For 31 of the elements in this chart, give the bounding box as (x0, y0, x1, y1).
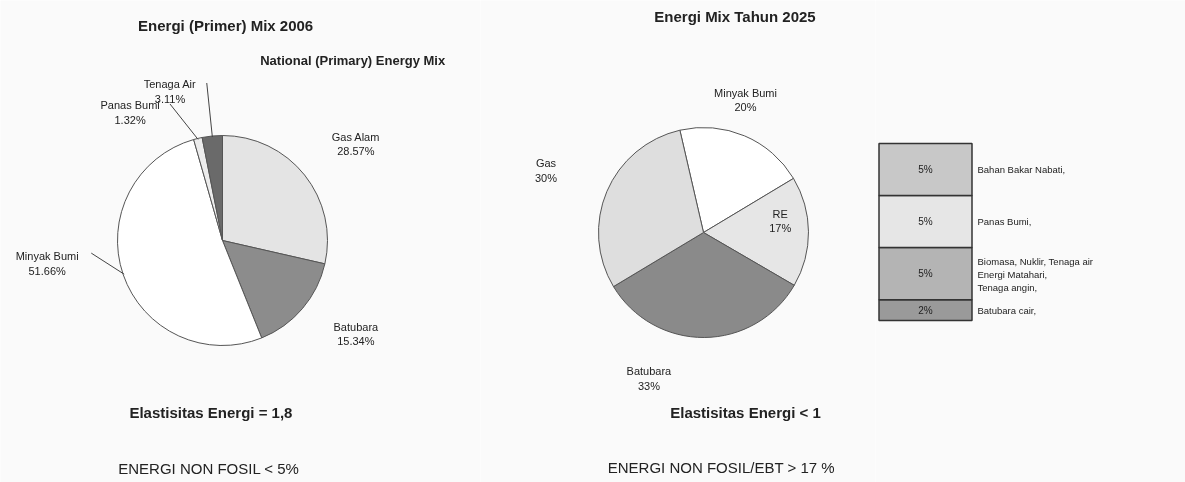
chart-subtitle: National (Primary) Energy Mix (260, 53, 446, 69)
slice-label: Gas Alam (331, 130, 380, 143)
series-label: Bahan Bakar Nabati, (977, 164, 1066, 176)
slice-label: Batubara (626, 365, 673, 378)
data-label: 20% (734, 101, 757, 114)
data-label: 1.32% (114, 113, 146, 126)
data-label: 51.66% (28, 264, 67, 277)
slice-label: Minyak Bumi (15, 250, 79, 263)
slice-label: Batubara (333, 320, 380, 333)
text: ENERGI NON FOSIL < 5% (118, 459, 299, 477)
data-label: 5% (918, 268, 933, 280)
data-label: 5% (918, 164, 933, 176)
series-label: Batubara cair, (977, 304, 1037, 316)
text: Elastisitas Energi = 1,8 (129, 404, 293, 422)
data-label: 33% (637, 379, 661, 392)
data-label: 15.34% (337, 335, 375, 348)
data-label: 5% (918, 216, 933, 228)
series-label: Biomasa, Nuklir, Tenaga air Energi Matahari, Tenaga angin, (977, 255, 1093, 294)
slice-label: Gas (535, 157, 557, 170)
slice-label: Tenaga Air (143, 78, 197, 91)
slice-label: Minyak Bumi (714, 87, 777, 99)
data-label: 2% (918, 304, 933, 316)
data-label: 17% (769, 222, 792, 235)
data-label: 30% (534, 171, 558, 184)
data-label: 28.57% (337, 145, 375, 158)
series-label: Panas Bumi, (977, 216, 1032, 228)
text: ENERGI NON FOSIL/EBT > 17 % (607, 459, 835, 477)
chart-title: Energi (Primer) Mix 2006 (138, 16, 314, 34)
slice-label: RE (772, 207, 788, 220)
text: Elastisitas Energi < 1 (670, 403, 821, 421)
chart-title: Energi Mix Tahun 2025 (654, 7, 816, 25)
